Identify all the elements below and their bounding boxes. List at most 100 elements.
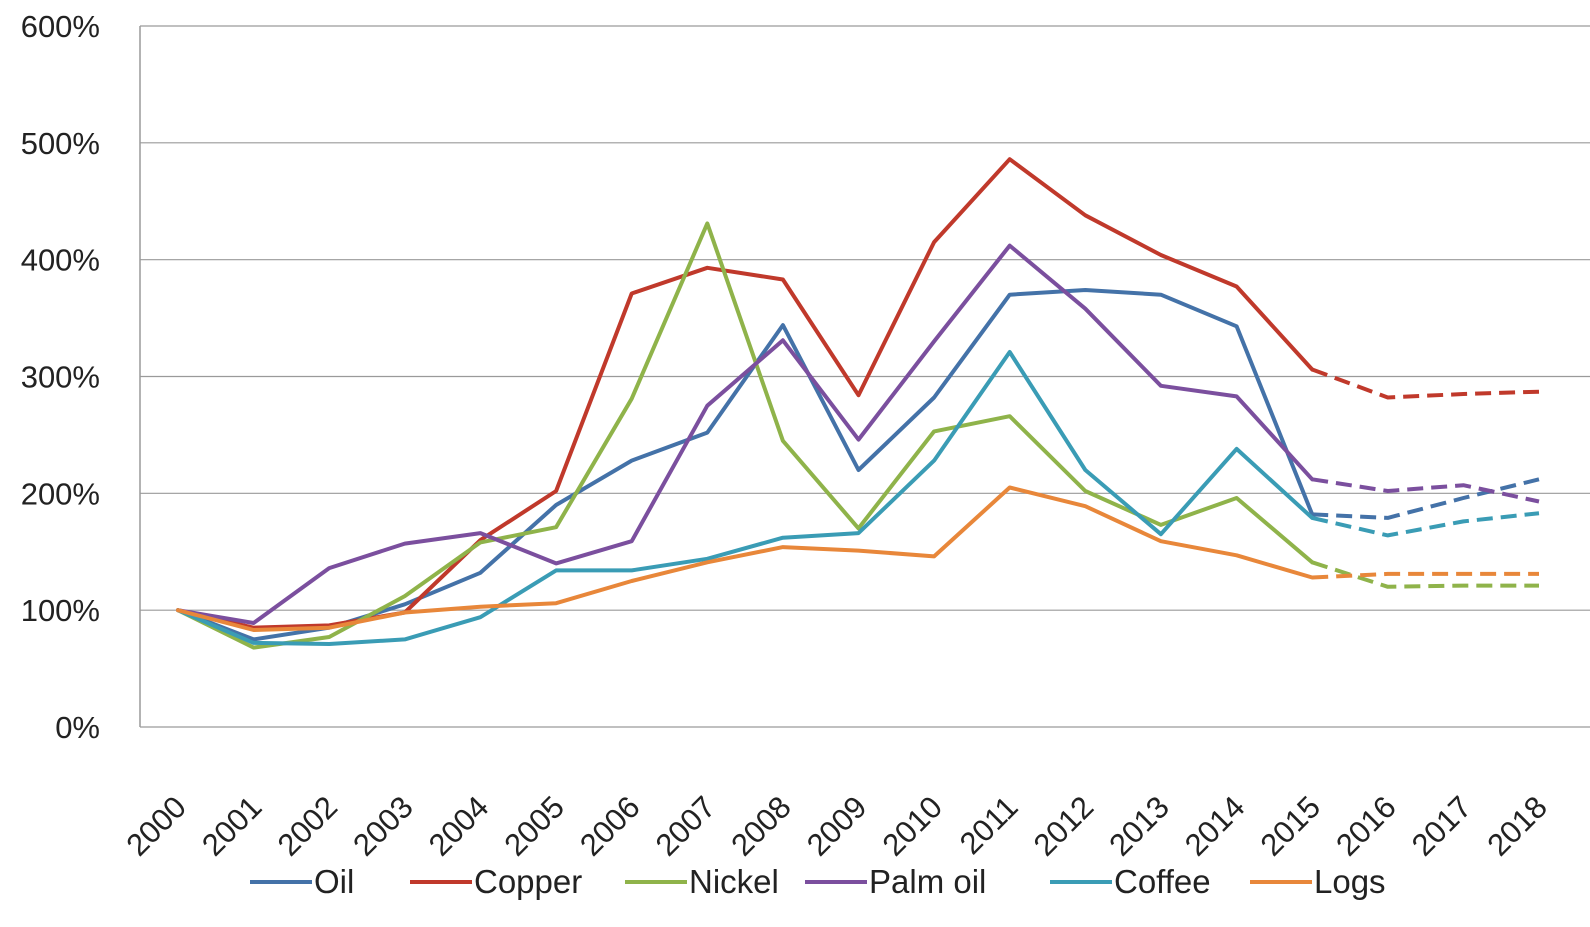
data-point bbox=[704, 220, 710, 226]
data-point bbox=[477, 604, 483, 610]
data-point bbox=[1007, 485, 1013, 491]
data-point bbox=[1158, 531, 1164, 537]
series-coffee bbox=[176, 349, 1540, 647]
legend-label: Palm oil bbox=[869, 863, 986, 900]
legend-label: Nickel bbox=[689, 863, 779, 900]
data-point bbox=[1082, 503, 1088, 509]
data-point bbox=[1234, 323, 1240, 329]
data-point bbox=[1385, 488, 1391, 494]
data-point bbox=[1234, 446, 1240, 452]
x-tick-label: 2004 bbox=[422, 789, 496, 863]
data-point bbox=[175, 607, 181, 613]
data-point bbox=[1007, 243, 1013, 249]
series-copper bbox=[176, 157, 1540, 630]
data-point bbox=[931, 428, 937, 434]
series-forecast-line-copper bbox=[1311, 367, 1540, 400]
data-point bbox=[1158, 292, 1164, 298]
series-line-oil bbox=[176, 288, 1315, 642]
data-point bbox=[402, 593, 408, 599]
x-tick-label: 2008 bbox=[724, 789, 798, 863]
data-point bbox=[856, 467, 862, 473]
data-point bbox=[553, 488, 559, 494]
data-point bbox=[931, 338, 937, 344]
y-tick-label: 100% bbox=[21, 593, 100, 628]
data-point bbox=[629, 396, 635, 402]
data-point bbox=[1385, 571, 1391, 577]
x-tick-label: 2018 bbox=[1480, 789, 1554, 863]
data-point bbox=[553, 560, 559, 566]
data-point bbox=[1460, 518, 1466, 524]
data-point bbox=[1385, 532, 1391, 538]
x-tick-label: 2006 bbox=[573, 789, 647, 863]
data-point bbox=[629, 578, 635, 584]
data-point bbox=[780, 337, 786, 343]
data-point bbox=[1309, 515, 1315, 521]
y-tick-label: 300% bbox=[21, 360, 100, 395]
data-point bbox=[553, 567, 559, 573]
data-point bbox=[1007, 413, 1013, 419]
x-tick-label: 2005 bbox=[497, 789, 571, 863]
data-point bbox=[1536, 583, 1542, 589]
series-line-copper bbox=[176, 157, 1315, 630]
data-point bbox=[856, 437, 862, 443]
data-point bbox=[629, 538, 635, 544]
data-point bbox=[1082, 306, 1088, 312]
data-point bbox=[1082, 287, 1088, 293]
series-oil bbox=[176, 287, 1542, 642]
data-point bbox=[251, 640, 257, 646]
data-point bbox=[704, 403, 710, 409]
data-point bbox=[1234, 284, 1240, 290]
data-point bbox=[1158, 383, 1164, 389]
series-line-palm-oil bbox=[176, 243, 1315, 625]
series-logs bbox=[175, 485, 1542, 633]
data-point bbox=[402, 636, 408, 642]
x-tick-label: 2014 bbox=[1178, 789, 1252, 863]
data-point bbox=[1007, 349, 1013, 355]
y-tick-label: 200% bbox=[21, 476, 100, 511]
data-point bbox=[1234, 393, 1240, 399]
data-point bbox=[1460, 495, 1466, 501]
legend-item-palm-oil: Palm oil bbox=[805, 863, 986, 900]
series-line-coffee bbox=[176, 350, 1315, 646]
x-tick-label: 2002 bbox=[271, 789, 345, 863]
y-tick-label: 600% bbox=[21, 9, 100, 44]
data-point bbox=[326, 565, 332, 571]
data-point bbox=[402, 610, 408, 616]
data-point bbox=[704, 265, 710, 271]
data-point bbox=[326, 641, 332, 647]
x-tick-label: 2000 bbox=[119, 789, 193, 863]
series-forecast-line-logs bbox=[1312, 571, 1539, 580]
data-point bbox=[251, 620, 257, 626]
legend: Oil Copper Nickel Palm oil Coffee Logs bbox=[250, 863, 1386, 900]
data-point bbox=[1536, 571, 1542, 577]
legend-label: Coffee bbox=[1114, 863, 1211, 900]
data-point bbox=[553, 502, 559, 508]
data-point bbox=[1460, 571, 1466, 577]
data-point bbox=[931, 458, 937, 464]
data-point bbox=[629, 567, 635, 573]
data-point bbox=[931, 553, 937, 559]
data-point bbox=[251, 627, 257, 633]
x-tick-label: 2003 bbox=[346, 789, 420, 863]
data-point bbox=[1536, 476, 1542, 482]
y-tick-label: 500% bbox=[21, 126, 100, 161]
x-tick-label: 2017 bbox=[1405, 789, 1479, 863]
data-point bbox=[477, 570, 483, 576]
data-point bbox=[1082, 467, 1088, 473]
data-point bbox=[629, 291, 635, 297]
data-point bbox=[704, 559, 710, 565]
data-point bbox=[780, 277, 786, 283]
data-point bbox=[856, 392, 862, 398]
data-point bbox=[629, 458, 635, 464]
data-point bbox=[1536, 499, 1542, 505]
data-point bbox=[1082, 212, 1088, 218]
series-forecast-line-oil bbox=[1312, 477, 1540, 520]
data-point bbox=[326, 634, 332, 640]
data-point bbox=[780, 544, 786, 550]
x-tick-label: 2013 bbox=[1102, 789, 1176, 863]
data-point bbox=[1007, 292, 1013, 298]
data-point bbox=[1309, 575, 1315, 581]
data-point bbox=[1309, 476, 1315, 482]
data-point bbox=[553, 600, 559, 606]
